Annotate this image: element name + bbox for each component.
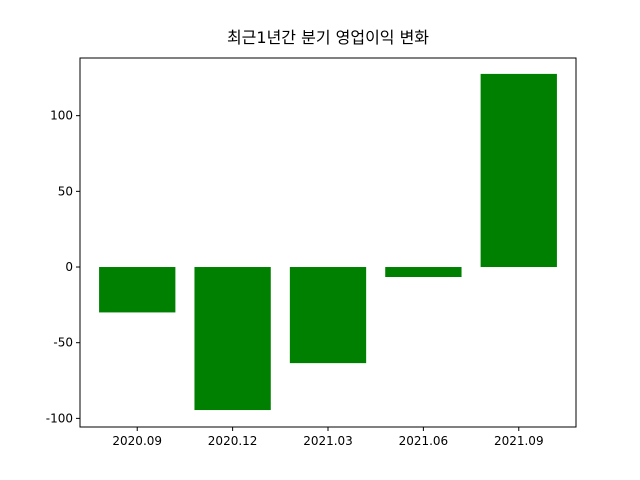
- y-tick-label: 50: [58, 184, 73, 198]
- bar: [194, 267, 271, 411]
- y-tick-label: -100: [46, 411, 73, 425]
- y-tick-label: -50: [53, 336, 73, 350]
- bar: [385, 267, 462, 278]
- bar: [480, 73, 557, 268]
- x-tick-label: 2020.09: [112, 434, 162, 448]
- y-tick-label: 0: [65, 260, 73, 274]
- x-tick-label: 2020.12: [208, 434, 258, 448]
- x-tick-label: 2021.06: [399, 434, 449, 448]
- bar: [289, 267, 367, 364]
- y-tick-label: 100: [50, 109, 73, 123]
- x-tick-label: 2021.09: [494, 434, 544, 448]
- x-tick-label: 2021.03: [303, 434, 353, 448]
- plot-frame: [79, 57, 577, 428]
- bar: [99, 267, 176, 313]
- chart-title: 최근1년간 분기 영업이익 변화: [227, 28, 429, 47]
